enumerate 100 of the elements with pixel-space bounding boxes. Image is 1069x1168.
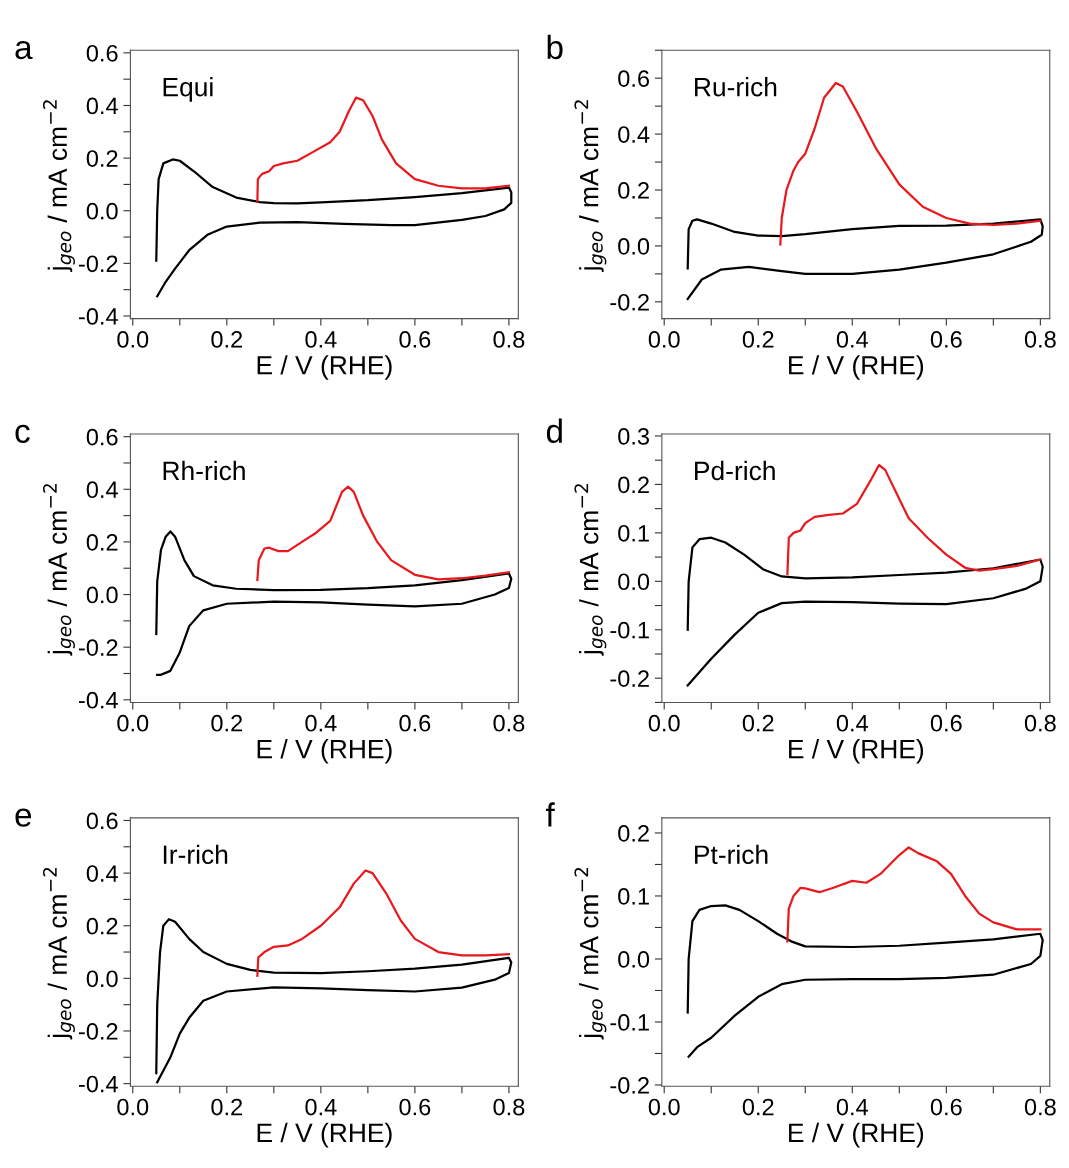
chart-title: c <box>15 424 30 443</box>
x-tick-label: 0.8 <box>493 331 525 348</box>
y-tick-label: 0.4 <box>86 865 118 882</box>
y-axis-title: j$_{geo}$ / mA cm$^{−2}$ <box>42 100 75 272</box>
y-tick-label: 0.2 <box>618 825 649 842</box>
x-tick-label: 0.4 <box>836 1098 868 1116</box>
x-axis-title: E / V (RHE) <box>789 1122 924 1148</box>
x-tick-label: 0.2 <box>742 1098 774 1116</box>
y-tick-label: 0.6 <box>618 70 650 87</box>
annotation: Ir-rich <box>163 844 228 865</box>
chart-title: d <box>546 418 562 443</box>
line-series <box>786 846 1042 943</box>
x-tick-label: 0.4 <box>836 331 868 348</box>
x-tick-label: 0.6 <box>399 1098 431 1116</box>
y-tick-label: -0.2 <box>610 1077 649 1094</box>
chart-title: a <box>15 40 33 60</box>
annotation: Rh-rich <box>163 460 245 481</box>
y-tick-label: 0.2 <box>86 533 118 551</box>
line-series <box>686 536 1044 687</box>
y-axis-title: j$_{geo}$ / mA cm$^{−2}$ <box>42 867 75 1040</box>
x-tick-label: 0.2 <box>211 714 243 732</box>
y-tick-label: 0.1 <box>618 524 649 542</box>
annotation: Ru-rich <box>695 77 777 97</box>
y-tick-label: 0.2 <box>618 476 649 494</box>
y-axis-title: j$_{geo}$ / mA cm$^{−2}$ <box>574 100 607 272</box>
line-series <box>155 158 513 298</box>
line-series <box>686 218 1044 301</box>
chart-title: e <box>15 808 32 827</box>
y-tick-label: 0.6 <box>86 812 118 830</box>
x-tick-label: 0.0 <box>117 1098 149 1116</box>
y-tick-label: 0.6 <box>86 428 118 446</box>
line-series <box>256 485 511 582</box>
x-tick-label: 0.0 <box>648 714 680 732</box>
x-tick-label: 0.6 <box>399 714 431 732</box>
y-tick-label: -0.1 <box>610 1014 649 1031</box>
chart-title: b <box>547 34 563 60</box>
y-tick-label: 0.1 <box>618 888 649 905</box>
line-series <box>779 81 1042 246</box>
y-tick-label: 0.6 <box>86 44 118 62</box>
y-tick-label: 0.4 <box>618 126 650 143</box>
y-tick-label: 0.0 <box>618 951 650 968</box>
x-axis-title: E / V (RHE) <box>789 739 924 764</box>
y-tick-label: 0.0 <box>86 586 118 604</box>
y-tick-label: -0.1 <box>610 621 649 639</box>
line-series <box>786 463 1042 576</box>
y-tick-label: 0.4 <box>86 97 118 115</box>
x-axis-title: E / V (RHE) <box>257 1122 392 1148</box>
x-tick-label: 0.8 <box>493 1098 525 1116</box>
x-tick-label: 0.2 <box>742 714 774 732</box>
x-tick-label: 0.0 <box>117 714 149 732</box>
x-tick-label: 0.0 <box>648 1098 680 1116</box>
x-tick-label: 0.8 <box>1024 714 1056 732</box>
y-axis-title: j$_{geo}$ / mA cm$^{−2}$ <box>574 484 607 656</box>
y-tick-label: 0.0 <box>86 970 118 988</box>
x-tick-label: 0.4 <box>305 331 337 348</box>
x-tick-label: 0.8 <box>1024 331 1056 348</box>
x-tick-label: 0.6 <box>399 331 431 348</box>
x-tick-label: 0.4 <box>836 714 868 732</box>
y-tick-label: 0.4 <box>86 481 118 499</box>
x-axis-title: E / V (RHE) <box>789 355 924 380</box>
x-tick-label: 0.8 <box>493 714 525 732</box>
y-axis-title: j$_{geo}$ / mA cm$^{−2}$ <box>42 484 75 656</box>
y-tick-label: 0.2 <box>618 182 649 199</box>
y-axis-title: j$_{geo}$ / mA cm$^{−2}$ <box>574 867 607 1040</box>
x-tick-label: 0.6 <box>930 1098 962 1116</box>
y-tick-label: -0.2 <box>610 670 649 687</box>
line-series <box>155 530 513 676</box>
x-axis-title: E / V (RHE) <box>257 739 392 764</box>
y-tick-label: -0.2 <box>78 1023 118 1040</box>
y-tick-label: 0.2 <box>86 150 118 167</box>
x-tick-label: 0.6 <box>930 714 962 732</box>
y-tick-label: -0.2 <box>78 639 118 656</box>
line-series <box>256 869 511 977</box>
y-tick-label: -0.2 <box>78 255 118 273</box>
x-tick-label: 0.0 <box>648 331 680 348</box>
y-tick-label: 0.0 <box>86 202 118 220</box>
y-tick-label: -0.4 <box>78 691 118 709</box>
y-tick-label: -0.2 <box>610 293 649 311</box>
y-tick-label: 0.3 <box>618 428 650 445</box>
y-tick-label: 0.2 <box>86 917 118 935</box>
x-tick-label: 0.0 <box>117 331 149 348</box>
y-tick-label: 0.0 <box>618 573 650 591</box>
y-tick-label: -0.4 <box>78 1075 118 1093</box>
y-tick-label: 0.0 <box>618 238 650 255</box>
annotation: Equi <box>163 77 213 102</box>
line-series <box>256 96 511 203</box>
x-axis-title: E / V (RHE) <box>257 355 392 380</box>
x-tick-label: 0.4 <box>305 714 337 732</box>
x-tick-label: 0.2 <box>742 331 774 348</box>
x-tick-label: 0.6 <box>930 331 962 348</box>
line-series <box>155 918 513 1084</box>
x-tick-label: 0.4 <box>305 1098 337 1116</box>
x-tick-label: 0.8 <box>1024 1098 1056 1116</box>
annotation: Pd-rich <box>695 460 775 481</box>
annotation: Pt-rich <box>695 844 768 865</box>
line-series <box>686 904 1044 1058</box>
x-tick-label: 0.2 <box>211 331 243 348</box>
x-tick-label: 0.2 <box>211 1098 243 1116</box>
chart-title: f <box>545 802 555 827</box>
y-tick-label: -0.4 <box>78 308 118 325</box>
